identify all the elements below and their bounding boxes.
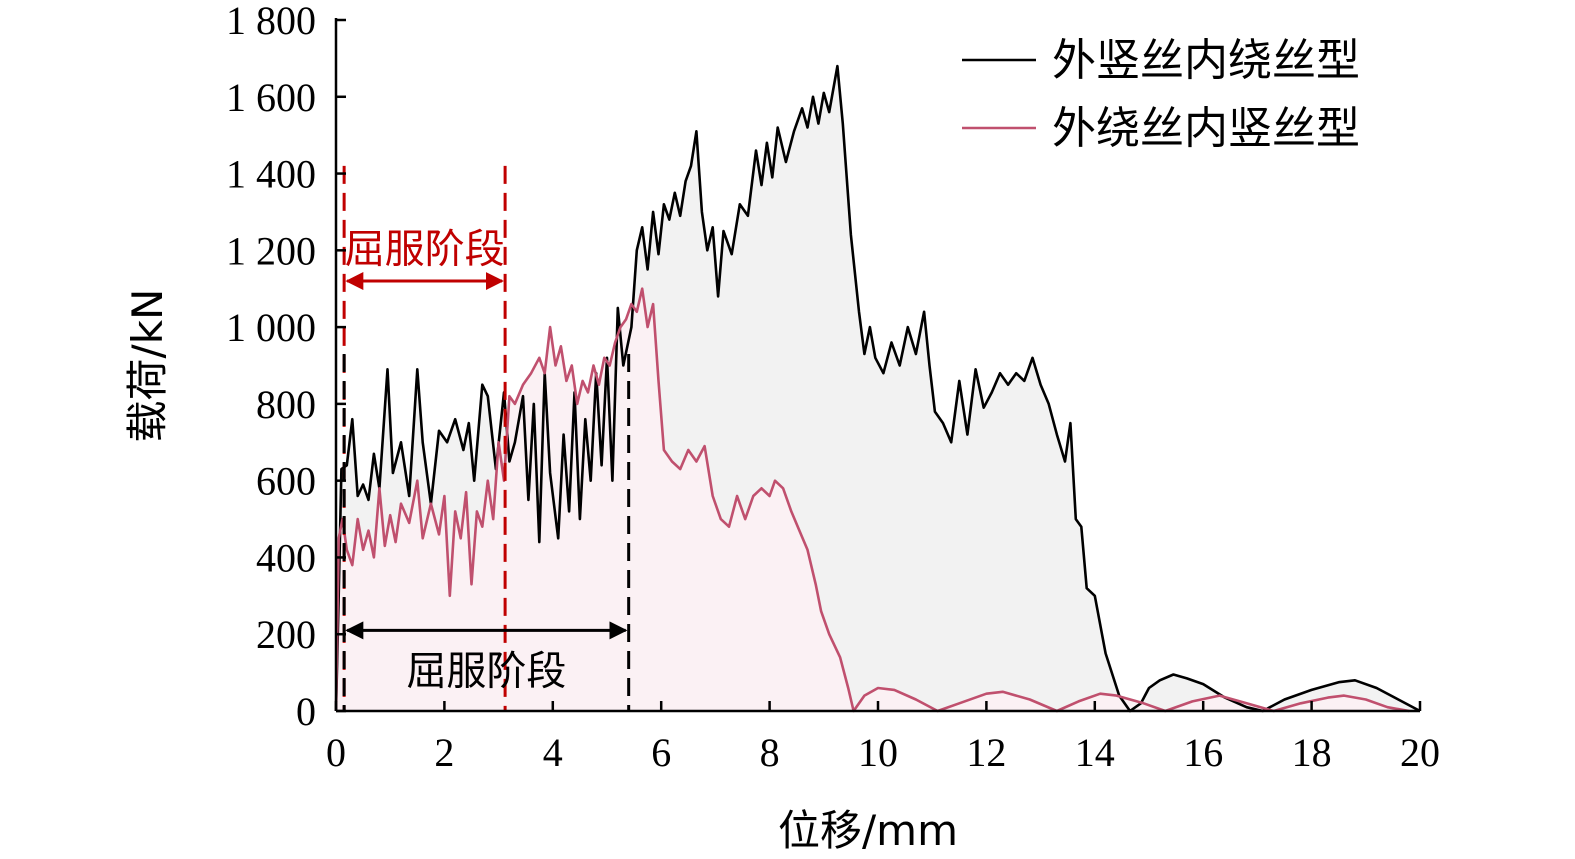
axes: 0 2 4 6 8 10 12 14 16 18 20 0 200 400 600 800 1 000 1 20…	[226, 0, 1440, 775]
x-tick-label: 10	[858, 730, 898, 775]
legend-label-series-1: 外竖丝内绕丝型	[1052, 35, 1360, 86]
y-tick-label: 800	[256, 382, 316, 427]
y-tick-label: 1 800	[226, 0, 316, 43]
x-ticks: 0 2 4 6 8 10 12 14 16 18 20	[326, 701, 1440, 775]
x-tick-label: 12	[966, 730, 1006, 775]
legend: 外竖丝内绕丝型 外绕丝内竖丝型	[962, 35, 1360, 154]
x-tick-label: 4	[543, 730, 563, 775]
y-tick-label: 0	[296, 689, 316, 734]
y-tick-label: 400	[256, 535, 316, 580]
yield-stage-label: 屈服阶段	[406, 649, 566, 695]
x-tick-label: 14	[1075, 730, 1115, 775]
x-tick-label: 8	[760, 730, 780, 775]
yield-stage-annotation-2: 屈服阶段	[342, 353, 631, 711]
x-axis-label: 位移/mm	[778, 806, 958, 855]
y-tick-label: 600	[256, 459, 316, 504]
y-tick-label: 1 600	[226, 75, 316, 120]
y-tick-label: 200	[256, 612, 316, 657]
y-tick-label: 1 000	[226, 305, 316, 350]
series-fills	[336, 66, 1420, 712]
x-tick-label: 6	[651, 730, 671, 775]
x-tick-label: 18	[1292, 730, 1332, 775]
series-line-2	[334, 287, 1410, 713]
legend-label-series-2: 外绕丝内竖丝型	[1052, 103, 1360, 154]
y-tick-label: 1 400	[226, 152, 316, 197]
x-tick-label: 20	[1400, 730, 1440, 775]
x-tick-label: 16	[1183, 730, 1223, 775]
series-lines	[334, 64, 1421, 713]
x-tick-label: 0	[326, 730, 346, 775]
y-axis-label: 载荷/kN	[123, 289, 172, 443]
series-line-1	[334, 64, 1421, 713]
y-ticks: 0 200 400 600 800 1 000 1 200 1 400 1 600 1 800	[226, 0, 346, 734]
y-tick-label: 1 200	[226, 228, 316, 273]
x-tick-label: 2	[434, 730, 454, 775]
yield-stage-label: 屈服阶段	[345, 226, 505, 272]
